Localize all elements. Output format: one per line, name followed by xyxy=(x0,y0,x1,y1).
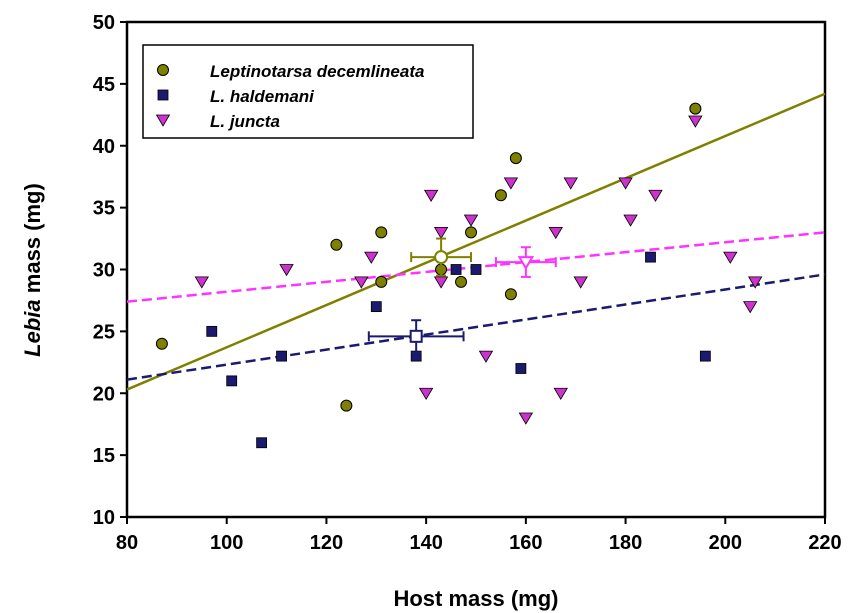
y-axis-label: Lebia mass (mg) xyxy=(20,183,45,357)
mean-marker xyxy=(434,250,449,265)
mean-markers xyxy=(367,237,557,354)
data-point xyxy=(155,337,168,350)
data-point xyxy=(423,189,439,203)
data-point xyxy=(503,177,519,190)
legend-label: Leptinotarsa decemlineata xyxy=(210,62,424,81)
y-tick-label: 45 xyxy=(93,74,115,96)
legend-label: L. haldemani xyxy=(210,87,315,106)
data-point xyxy=(645,251,656,263)
y-tick-label: 25 xyxy=(93,321,115,343)
data-point xyxy=(465,226,478,239)
data-point xyxy=(623,214,638,227)
legend-box xyxy=(142,44,474,139)
fit-line xyxy=(126,273,826,381)
data-point xyxy=(433,276,449,289)
data-point xyxy=(370,301,382,313)
data-point xyxy=(573,276,588,289)
data-point xyxy=(256,437,268,449)
legend-marker xyxy=(155,114,171,127)
y-tick-label: 10 xyxy=(93,507,115,529)
data-point xyxy=(455,275,468,288)
x-tick-label: 100 xyxy=(210,532,243,554)
legend-label: L. juncta xyxy=(210,112,280,131)
data-point xyxy=(548,226,563,240)
x-tick-label: 160 xyxy=(509,532,542,554)
fit-line xyxy=(126,92,826,391)
axis-ticks: 80 100 120 140 160 180 200 220 10 15 20 25 30 35 40 45 5… xyxy=(93,12,842,554)
data-point xyxy=(194,276,209,289)
data-point xyxy=(688,115,703,128)
data-point xyxy=(226,375,238,387)
data-point xyxy=(450,264,462,275)
legend: Leptinotarsa decemlineata L. haldemani L. … xyxy=(142,44,474,139)
data-point xyxy=(364,251,379,264)
y-axis-label-rest: mass (mg) xyxy=(20,183,45,299)
data-point xyxy=(375,275,388,288)
data-point xyxy=(518,412,534,425)
x-tick-label: 180 xyxy=(609,532,642,554)
data-point xyxy=(478,350,494,363)
y-tick-label: 15 xyxy=(93,445,115,467)
data-point xyxy=(747,276,763,289)
data-point xyxy=(618,177,633,190)
x-tick-label: 200 xyxy=(709,532,742,554)
mean-marker xyxy=(517,256,535,271)
y-tick-label: 40 xyxy=(93,136,115,158)
legend-marker xyxy=(157,64,169,76)
legend-marker xyxy=(157,89,169,101)
y-tick-label: 20 xyxy=(93,383,115,405)
data-point xyxy=(330,238,343,251)
data-point xyxy=(279,264,294,277)
data-point xyxy=(354,276,369,289)
data-point xyxy=(648,189,663,203)
data-point xyxy=(340,399,353,412)
legend-items: Leptinotarsa decemlineata L. haldemani L. … xyxy=(155,62,424,131)
x-tick-label: 80 xyxy=(116,532,138,554)
data-points xyxy=(155,102,763,449)
data-point xyxy=(418,387,434,401)
data-point xyxy=(463,214,479,227)
data-point xyxy=(743,301,758,314)
y-tick-label: 35 xyxy=(93,198,115,220)
data-point xyxy=(494,189,507,202)
data-point xyxy=(689,102,702,115)
mean-marker xyxy=(409,329,423,343)
data-point xyxy=(699,350,711,362)
data-point xyxy=(509,152,522,165)
data-point xyxy=(206,325,218,337)
y-tick-label: 30 xyxy=(93,260,115,282)
x-tick-label: 140 xyxy=(409,532,442,554)
x-axis-label: Host mass (mg) xyxy=(393,586,558,611)
data-point xyxy=(433,226,449,240)
data-point xyxy=(375,226,388,239)
data-point xyxy=(276,350,287,362)
data-point xyxy=(553,387,568,401)
x-tick-label: 220 xyxy=(808,532,841,554)
data-point xyxy=(563,177,578,190)
data-point xyxy=(470,264,482,275)
y-axis-label-italic: Lebia xyxy=(20,299,45,356)
data-point xyxy=(504,288,517,301)
data-point xyxy=(723,251,738,264)
data-point xyxy=(515,363,527,374)
x-tick-label: 120 xyxy=(310,532,343,554)
y-tick-label: 50 xyxy=(93,12,115,34)
